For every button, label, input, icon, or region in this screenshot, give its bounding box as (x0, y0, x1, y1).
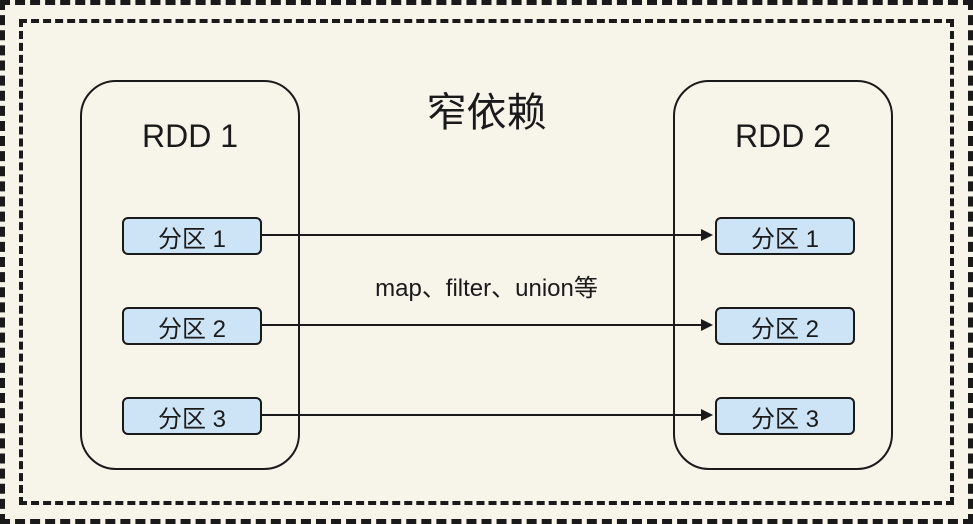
arrow-head-2 (701, 319, 713, 331)
arrow-line-2 (260, 324, 701, 326)
rdd-left-title: RDD 1 (82, 118, 298, 155)
rdd-left-partition-1: 分区 1 (122, 217, 262, 255)
arrow-line-1 (260, 234, 701, 236)
rdd-left-partition-2: 分区 2 (122, 307, 262, 345)
operations-label: map、filter、union等 (375, 268, 598, 303)
arrow-line-3 (260, 414, 701, 416)
rdd-right-partition-3: 分区 3 (715, 397, 855, 435)
rdd-left-partition-3: 分区 3 (122, 397, 262, 435)
rdd-right-partition-2: 分区 2 (715, 307, 855, 345)
arrow-head-3 (701, 409, 713, 421)
diagram-title: 窄依赖 (427, 80, 547, 138)
arrow-head-1 (701, 229, 713, 241)
rdd-right-partition-1: 分区 1 (715, 217, 855, 255)
rdd-right-title: RDD 2 (675, 118, 891, 155)
rdd-box-left: RDD 1 分区 1 分区 2 分区 3 (80, 80, 300, 470)
